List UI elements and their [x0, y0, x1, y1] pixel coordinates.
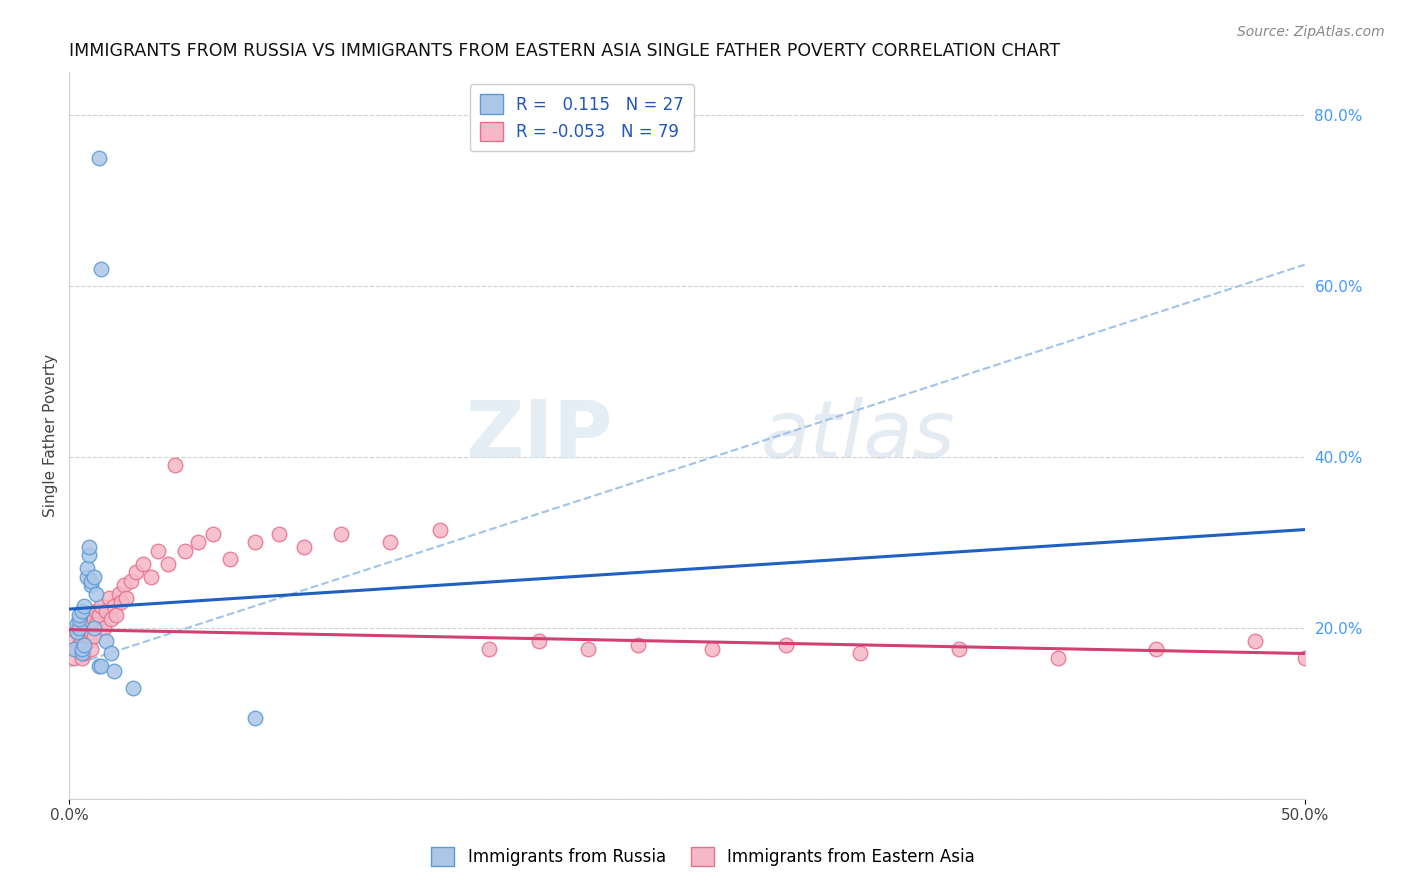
Point [67, 621, 90, 635]
Point [76, 569, 98, 583]
Point [243, 710, 266, 724]
Point [292, 540, 315, 554]
Point [120, 574, 142, 588]
Point [97, 591, 120, 605]
Point [700, 642, 723, 657]
Point [103, 599, 125, 614]
Point [1144, 642, 1167, 657]
Point [87, 608, 110, 623]
Point [77, 616, 100, 631]
Point [63, 633, 86, 648]
Point [80, 574, 103, 588]
Point [66, 616, 89, 631]
Point [96, 633, 118, 648]
Point [125, 566, 148, 580]
Point [576, 642, 599, 657]
Point [330, 526, 353, 541]
Point [66, 625, 89, 640]
Point [1046, 650, 1069, 665]
Point [83, 612, 105, 626]
Point [76, 561, 98, 575]
Point [775, 638, 797, 652]
Point [70, 633, 93, 648]
Point [626, 638, 648, 652]
Point [269, 526, 291, 541]
Point [70, 604, 93, 618]
Point [90, 659, 112, 673]
Point [73, 629, 96, 643]
Point [67, 608, 90, 623]
Point [380, 535, 402, 549]
Point [849, 647, 872, 661]
Point [70, 642, 93, 657]
Text: Source: ZipAtlas.com: Source: ZipAtlas.com [1237, 25, 1385, 39]
Point [201, 526, 224, 541]
Point [73, 599, 96, 614]
Point [1244, 633, 1267, 648]
Point [86, 616, 108, 631]
Text: atlas: atlas [761, 397, 956, 475]
Point [83, 621, 105, 635]
Point [70, 647, 93, 661]
Point [218, 552, 240, 566]
Point [243, 535, 266, 549]
Point [80, 642, 103, 657]
Point [83, 569, 105, 583]
Point [63, 650, 86, 665]
Y-axis label: Single Father Poverty: Single Father Poverty [44, 354, 58, 517]
Point [67, 638, 90, 652]
Point [429, 523, 451, 537]
Point [90, 262, 112, 277]
Point [83, 629, 105, 643]
Point [77, 548, 100, 562]
Point [948, 642, 970, 657]
Point [66, 625, 89, 640]
Point [103, 664, 125, 678]
Point [1317, 638, 1340, 652]
Point [66, 642, 89, 657]
Legend: Immigrants from Russia, Immigrants from Eastern Asia: Immigrants from Russia, Immigrants from … [425, 840, 981, 873]
Point [165, 458, 187, 473]
Point [87, 659, 110, 673]
Point [86, 587, 108, 601]
Point [76, 621, 98, 635]
Point [478, 642, 501, 657]
Point [100, 647, 122, 661]
Point [105, 608, 128, 623]
Point [63, 642, 86, 657]
Point [148, 544, 170, 558]
Point [174, 544, 197, 558]
Point [77, 540, 100, 554]
Point [107, 587, 129, 601]
Point [100, 612, 122, 626]
Point [80, 578, 103, 592]
Point [67, 621, 90, 635]
Point [139, 569, 162, 583]
Point [80, 625, 103, 640]
Point [77, 633, 100, 648]
Point [112, 578, 135, 592]
Point [157, 557, 180, 571]
Point [96, 604, 118, 618]
Point [1294, 650, 1316, 665]
Point [86, 604, 108, 618]
Point [70, 650, 93, 665]
Point [527, 633, 550, 648]
Point [73, 647, 96, 661]
Text: IMMIGRANTS FROM RUSSIA VS IMMIGRANTS FROM EASTERN ASIA SINGLE FATHER POVERTY COR: IMMIGRANTS FROM RUSSIA VS IMMIGRANTS FRO… [69, 42, 1060, 60]
Legend: R =   0.115   N = 27, R = -0.053   N = 79: R = 0.115 N = 27, R = -0.053 N = 79 [470, 85, 695, 152]
Point [90, 599, 112, 614]
Point [73, 638, 96, 652]
Point [67, 612, 90, 626]
Point [115, 591, 138, 605]
Point [122, 681, 145, 695]
Point [93, 621, 115, 635]
Point [110, 595, 132, 609]
Point [76, 608, 98, 623]
Point [70, 616, 93, 631]
Point [187, 535, 209, 549]
Point [132, 557, 155, 571]
Point [87, 151, 110, 165]
Text: ZIP: ZIP [465, 397, 613, 475]
